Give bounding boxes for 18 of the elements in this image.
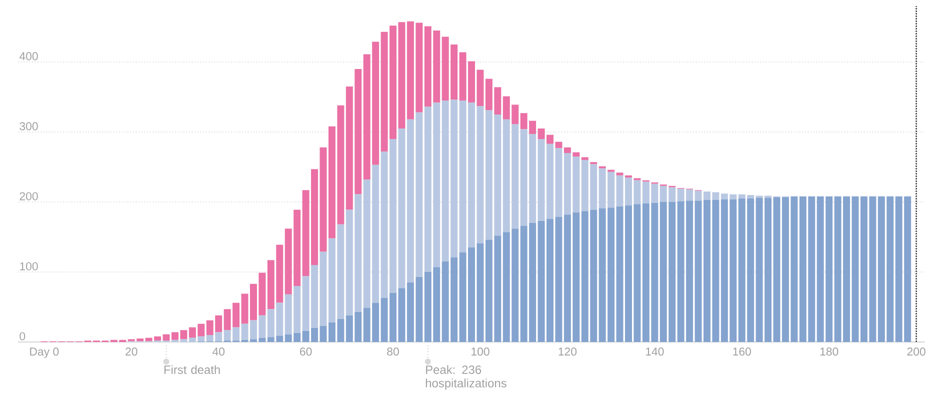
y-tick-label: 300 bbox=[20, 122, 38, 130]
annotation: First death bbox=[164, 365, 220, 374]
x-tick-label: 140 bbox=[646, 348, 664, 356]
x-tick-label: 200 bbox=[907, 348, 926, 356]
x-tick-label: 180 bbox=[820, 348, 838, 356]
x-tick-label: 160 bbox=[733, 348, 751, 356]
y-tick-label: 0 bbox=[20, 332, 26, 340]
x-tick-label: Day 0 bbox=[30, 348, 59, 358]
x-tick-label: 60 bbox=[300, 348, 312, 356]
y-tick-label: 100 bbox=[20, 262, 38, 270]
x-tick-label: 80 bbox=[387, 348, 399, 356]
y-tick-label: 200 bbox=[20, 192, 38, 200]
y-tick-label: 400 bbox=[19, 52, 38, 60]
x-tick-label: 40 bbox=[212, 348, 225, 356]
annotation: Peak: 236 hospitalizations bbox=[426, 365, 506, 390]
x-tick-label: 120 bbox=[558, 348, 577, 356]
x-tick-label: 100 bbox=[472, 348, 490, 356]
x-tick-label: 20 bbox=[126, 348, 138, 356]
